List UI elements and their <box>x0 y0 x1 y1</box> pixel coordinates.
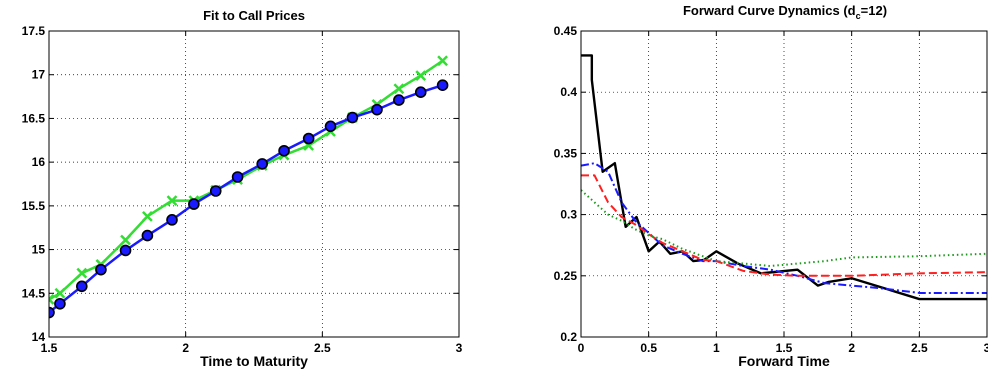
x-tick-label: 2.5 <box>911 341 928 355</box>
x-tick-label: 0 <box>578 341 585 355</box>
y-tick-label: 17 <box>32 68 46 82</box>
data-point <box>324 120 337 133</box>
y-tick-label: 15.5 <box>22 199 46 213</box>
y-tick-label: 0.4 <box>560 85 577 99</box>
data-point <box>393 94 405 106</box>
y-tick-label: 16 <box>32 155 46 169</box>
chart-title-subscript: c <box>856 11 861 21</box>
data-point <box>188 198 200 210</box>
y-tick-label: 0.3 <box>560 208 577 222</box>
chart-title: Forward Curve Dynamics (dc=12) <box>683 3 887 21</box>
y-tick-label: 0.2 <box>560 330 577 344</box>
data-point <box>414 86 427 98</box>
x-tick-label: 1.5 <box>776 341 793 355</box>
data-point <box>120 234 131 246</box>
y-tick-label: 16.5 <box>22 111 46 125</box>
data-point <box>76 280 88 293</box>
chart-forward-curve: Forward Curve Dynamics (dc=12) Forward T… <box>554 3 988 369</box>
chart-title-main: Forward Curve Dynamics (d <box>683 3 856 18</box>
data-point <box>231 171 244 183</box>
x-tick-label: 2 <box>182 341 189 355</box>
x-axis-label: Time to Maturity <box>200 353 308 369</box>
series-line-2 <box>581 174 987 277</box>
data-point <box>119 244 132 257</box>
data-point <box>166 195 178 206</box>
chart-title: Fit to Call Prices <box>203 8 305 23</box>
series-line-3 <box>581 189 987 268</box>
plot-area <box>580 30 988 338</box>
plot-area <box>48 30 460 338</box>
y-tick-label: 0.45 <box>554 24 578 38</box>
data-point <box>436 79 449 92</box>
data-point <box>371 103 383 116</box>
chart-call-prices: Fit to Call Prices Time to Maturity 1.5 2… <box>22 8 463 369</box>
data-point <box>393 83 405 95</box>
x-axis-label: Forward Time <box>738 353 830 369</box>
data-point <box>49 294 55 305</box>
data-point <box>142 210 153 222</box>
data-point <box>437 55 448 67</box>
x-tick-label: 1 <box>713 341 720 355</box>
data-point <box>302 132 315 145</box>
data-point <box>346 111 359 124</box>
x-tick-label: 2.5 <box>314 341 331 355</box>
series-line-1 <box>49 84 443 314</box>
data-point <box>54 287 66 299</box>
data-point <box>95 263 107 276</box>
data-point <box>278 144 290 157</box>
y-tick-label: 14.5 <box>22 286 46 300</box>
y-tick-label: 14 <box>32 330 46 344</box>
data-point <box>141 229 154 242</box>
data-point <box>166 214 178 226</box>
data-point <box>54 297 66 310</box>
x-tick-label: 3 <box>456 341 463 355</box>
y-tick-label: 15 <box>32 243 46 257</box>
data-point <box>209 185 222 197</box>
x-tick-label: 0.5 <box>640 341 657 355</box>
x-tick-label: 2 <box>848 341 855 355</box>
x-tick-label: 3 <box>984 341 988 355</box>
x-tick-label: 1.5 <box>41 341 58 355</box>
y-tick-label: 0.35 <box>554 146 578 160</box>
y-tick-label: 17.5 <box>22 24 46 38</box>
data-point <box>415 70 427 81</box>
data-point <box>76 267 88 279</box>
data-point <box>256 158 269 170</box>
y-tick-label: 0.25 <box>554 269 578 283</box>
chart-title-suffix: =12) <box>861 3 887 18</box>
data-point <box>49 306 55 319</box>
